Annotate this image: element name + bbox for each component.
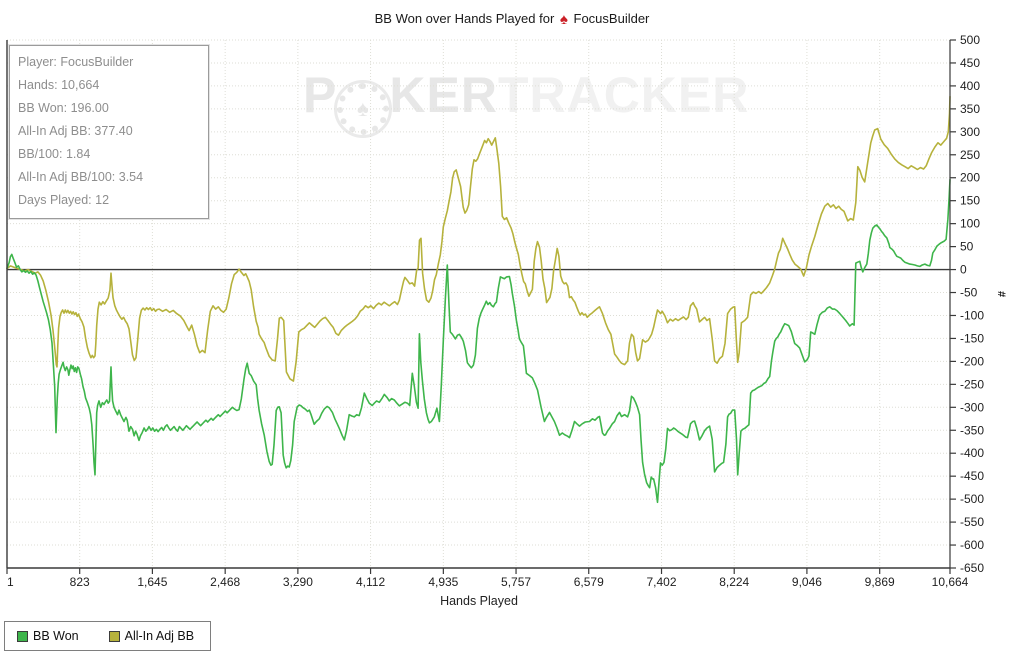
x-tick-label: 9,046 <box>792 575 822 589</box>
series-line-all-in-adj-bb <box>6 95 951 382</box>
legend-label: BB Won <box>33 629 79 643</box>
stats-panel: Player: FocusBuilder Hands: 10,664 BB Won:… <box>8 44 210 220</box>
watermark-tracker: TRACKER <box>497 67 750 123</box>
chart-title-player: FocusBuilder <box>573 11 650 26</box>
y-tick-label: -100 <box>960 308 984 322</box>
stats-line: All-In Adj BB/100: 3.54 <box>18 170 144 184</box>
y-tick-label: 100 <box>960 217 980 231</box>
stats-line: All-In Adj BB: 377.40 <box>18 124 133 138</box>
equity-graph-canvas: 1 823 1,645 2,468 3,290 4,112 4,935 5,757 6,579 7… <box>6 33 984 589</box>
stats-line: Hands: 10,664 <box>18 78 100 92</box>
y-tick-label: -400 <box>960 446 984 460</box>
x-tick-label: 9,869 <box>865 575 895 589</box>
legend-item: All-In Adj BB <box>108 629 195 643</box>
y-axis-symbol: # <box>995 290 1008 298</box>
y-tick-label: -600 <box>960 538 984 552</box>
x-tick-label: 1,645 <box>137 575 167 589</box>
y-tick-label: -300 <box>960 400 984 414</box>
y-tick-label: -250 <box>960 377 984 391</box>
x-tick-label: 10,664 <box>932 575 969 589</box>
y-tick-label: -150 <box>960 331 984 345</box>
x-tick-label: 5,757 <box>501 575 531 589</box>
y-tick-label: 200 <box>960 171 980 185</box>
x-tick-label: 2,468 <box>210 575 240 589</box>
legend: BB Won All-In Adj BB <box>4 621 212 651</box>
x-tick-label: 4,112 <box>356 575 385 589</box>
chart-title: BB Won over Hands Played for ♠ FocusBuil… <box>0 11 1024 28</box>
legend-item: BB Won <box>17 629 79 643</box>
x-tick-label: 1 <box>7 575 14 589</box>
x-axis-title: Hands Played <box>440 594 518 608</box>
chart-title-prefix: BB Won over Hands Played for <box>374 11 555 26</box>
x-tick-label: 8,224 <box>719 575 749 589</box>
pokertracker-watermark: P ♠ KERTRACKER <box>303 66 750 138</box>
y-tick-label: 50 <box>960 240 974 254</box>
x-tick-label: 3,290 <box>283 575 313 589</box>
stats-line: BB/100: 1.84 <box>18 147 91 161</box>
legend-label: All-In Adj BB <box>124 629 195 643</box>
legend-swatch-icon <box>17 630 28 642</box>
stats-line: BB Won: 196.00 <box>18 101 109 115</box>
y-tick-label: -450 <box>960 469 984 483</box>
stats-line: Player: FocusBuilder <box>18 55 134 69</box>
x-tick-label: 7,402 <box>647 575 677 589</box>
y-tick-label: -650 <box>960 561 984 575</box>
pokertracker-spade-icon: ♠ <box>559 11 568 28</box>
y-tick-label: -200 <box>960 354 984 368</box>
y-tick-label: 250 <box>960 148 980 162</box>
series-line-bb-won <box>6 178 951 504</box>
stats-line: Days Played: 12 <box>18 193 110 207</box>
y-tick-label: 500 <box>960 33 980 47</box>
legend-swatch-icon <box>108 630 120 642</box>
y-tick-label: -50 <box>960 286 978 300</box>
y-tick-label: 0 <box>960 263 967 277</box>
watermark-p: P <box>303 67 338 123</box>
x-tick-label: 823 <box>70 575 90 589</box>
y-tick-label: -350 <box>960 423 984 437</box>
y-tick-label: 300 <box>960 125 980 139</box>
y-tick-label: 400 <box>960 79 980 93</box>
y-tick-label: 450 <box>960 56 980 70</box>
y-tick-label: 350 <box>960 102 980 116</box>
y-tick-label: -550 <box>960 515 984 529</box>
x-tick-label: 6,579 <box>574 575 604 589</box>
y-tick-label: 150 <box>960 194 980 208</box>
x-tick-label: 4,935 <box>428 575 458 589</box>
y-tick-label: -500 <box>960 492 984 506</box>
